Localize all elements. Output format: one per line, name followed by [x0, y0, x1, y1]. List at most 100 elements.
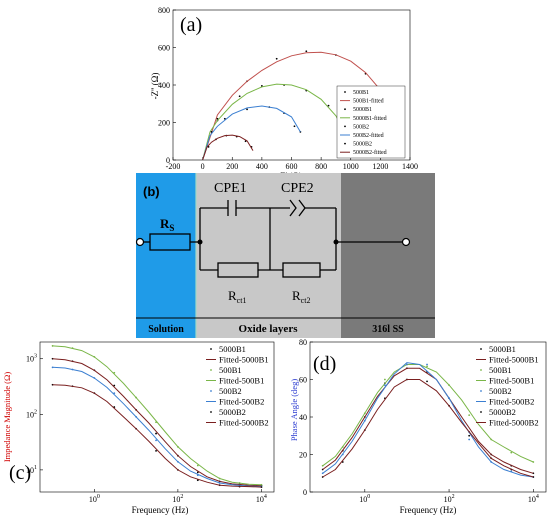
panel-c-xtick-label: 102: [172, 494, 183, 504]
panel-a-ytick-label: 400: [158, 81, 170, 90]
panel-c-ytick-label: 102: [26, 409, 37, 419]
panel-d-series-line: [322, 364, 534, 467]
panel-c-legend-marker: [210, 369, 212, 371]
panel-c-data-point: [196, 471, 199, 474]
region-oxide: [196, 173, 341, 338]
panel-a-data-point: [246, 108, 248, 111]
panel-a-data-point: [238, 95, 241, 98]
panel-d-legend-marker: [480, 369, 482, 371]
panel-d-ytick-label: 0: [303, 488, 307, 497]
panel-d-legend-text: 500B2: [489, 386, 512, 396]
panel-a-ytick-label: 800: [158, 6, 170, 15]
panel-a-xtick-label: 800: [315, 162, 327, 171]
panel-c-legend-text: Fitted-5000B2: [219, 418, 269, 428]
panel-a-legend-marker: [344, 91, 346, 93]
panel-d-ytick-label: 40: [299, 413, 307, 422]
panel-c-legend-text: 5000B1: [219, 344, 246, 354]
panel-d-legend-text: 5000B1: [489, 344, 516, 354]
panel-c-data-point: [196, 464, 199, 467]
panel-d-legend-text: Fitted-5000B2: [489, 418, 539, 428]
label-cpe2: CPE2: [281, 181, 314, 196]
panel-c-plot-area: [39, 341, 275, 493]
panel-a-nyquist: -200 0 200 400 600 800 1000 1200 140002004006008…: [150, 6, 418, 181]
panel-a-data-point: [216, 117, 219, 120]
resistor-rs: [149, 233, 191, 251]
label-oxide-layers: Oxide layers: [239, 323, 299, 335]
panel-a-legend-text: 500B1-fitted: [353, 98, 384, 105]
panel-a-xtick-label: 0: [201, 162, 205, 171]
panel-a-xtick-label: 600: [286, 162, 298, 171]
panel-d-data-point: [384, 378, 386, 381]
panel-a-series-line: [202, 83, 346, 161]
panel-c-data-point: [155, 439, 157, 442]
panel-d-xtick-label: 100: [359, 494, 370, 504]
panel-d-legend-text: 5000B2: [489, 407, 516, 417]
panel-c-ylabel: Impedance Magnitude (Ω): [2, 372, 12, 463]
label-solution: Solution: [148, 324, 184, 335]
panel-a-label: (a): [180, 14, 202, 36]
panel-c-label: (c): [9, 462, 31, 484]
panel-a-data-point: [275, 57, 278, 60]
panel-c-legend-text: 500B1: [219, 365, 242, 375]
terminal-left: [135, 237, 145, 247]
panel-a-ytick-label: 200: [158, 119, 170, 128]
panel-c-xtick-label: 100: [89, 494, 100, 504]
panel-d-legend-text: Fitted-5000B1: [489, 355, 539, 365]
panel-d-legend-text: Fitted-500B2: [489, 397, 534, 407]
panel-d-series-line: [322, 367, 534, 474]
panel-a-data-point: [210, 130, 213, 133]
panel-a-data-point: [327, 104, 330, 107]
label-rct1: Rct1: [228, 288, 246, 305]
cpe2-symbol-right: [298, 199, 306, 217]
panel-a-xtick-label: 400: [256, 162, 268, 171]
panel-d-data-point: [426, 363, 428, 366]
panel-c-legend-marker: [210, 390, 212, 392]
panel-d-data-point: [468, 438, 471, 441]
panel-c-data-point: [113, 384, 116, 387]
panel-a-legend-text: 500B1: [353, 90, 369, 96]
panel-c-bode-magnitude: 100 102 104 101 102 103 (c) Frequency (Hz) Im…: [2, 341, 275, 515]
panel-c-xtick-label: 104: [256, 494, 267, 504]
panel-c-legend-text: 500B2: [219, 386, 242, 396]
panel-d-series-line: [322, 379, 534, 478]
panel-a-legend-text: 500B2-fitted: [353, 132, 384, 139]
panel-d-legend-marker: [480, 348, 482, 350]
node-right: [333, 239, 339, 245]
panel-c-legend-marker: [210, 411, 212, 413]
panel-a-xtick-label: 1000: [343, 162, 359, 171]
panel-d-data-point: [468, 414, 471, 417]
panel-d-legend-text: 500B1: [489, 365, 512, 375]
panel-a-xtick-label: 1200: [372, 162, 388, 171]
panel-d-ylabel: Phase Angle (deg): [289, 379, 299, 441]
panel-a-series-line: [202, 105, 301, 161]
panel-c-series-line: [52, 366, 262, 488]
panel-c-ytick-label: 103: [26, 354, 37, 364]
panel-a-legend: [336, 85, 406, 159]
panel-d-xtick-label: 102: [444, 494, 455, 504]
panel-c-series-line: [52, 358, 262, 487]
panel-d-label: (d): [313, 353, 336, 375]
panel-a-legend-text: 500B2: [353, 124, 369, 130]
panel-c-legend-text: Fitted-500B1: [219, 376, 264, 386]
panel-d-data-point: [468, 434, 471, 437]
terminal-right: [401, 237, 411, 247]
panel-a-legend-text: 5000B2: [353, 142, 372, 148]
panel-c-xlabel: Frequency (Hz): [132, 505, 189, 515]
panel-c-data-point: [155, 449, 157, 452]
panel-d-legend-text: Fitted-500B1: [489, 376, 534, 386]
panel-d-ytick-label: 60: [299, 376, 307, 385]
label-316l-ss: 316l SS: [372, 324, 404, 335]
panel-c-legend-text: Fitted-500B2: [219, 397, 264, 407]
panel-b-circuit: (b) RS CPE1 CPE2 Rct1: [135, 173, 435, 338]
panel-a-series-line: [202, 134, 254, 161]
panel-d-data-point: [426, 380, 428, 383]
resistor-rct2: [282, 262, 321, 278]
panel-d-data-point: [426, 365, 428, 368]
panel-a-legend-marker: [344, 142, 346, 145]
panel-a-legend-text: 5000B1: [353, 107, 372, 113]
panel-c-legend-text: 5000B2: [219, 407, 246, 417]
panel-d-data-point: [510, 451, 513, 454]
panel-d-legend-marker: [480, 390, 482, 392]
panel-a-legend-marker: [344, 125, 346, 128]
